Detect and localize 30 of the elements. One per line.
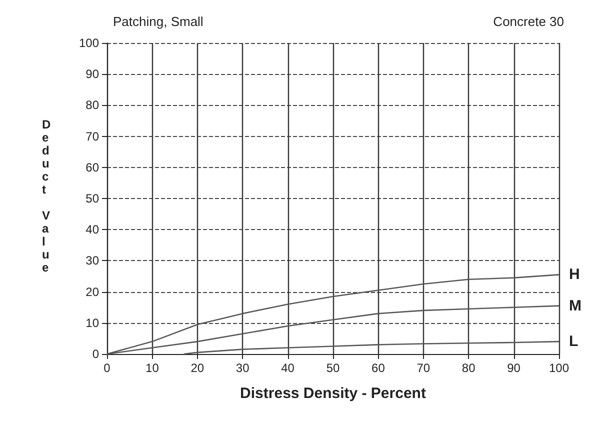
x-tick-label: 50	[326, 361, 340, 375]
y-tick-label: 40	[86, 222, 100, 237]
x-tick-label: 80	[462, 361, 476, 375]
y-tick-label: 70	[86, 129, 100, 144]
x-tick-label: 60	[372, 361, 386, 375]
y-tick-label: 30	[86, 254, 100, 268]
x-tick-label: 90	[507, 361, 521, 375]
series-label: L	[569, 333, 578, 350]
y-tick-label: 0	[92, 347, 100, 361]
y-tick-label: 90	[86, 67, 100, 82]
line-series	[183, 340, 560, 355]
series-label: M	[569, 297, 582, 314]
x-tick-label: 70	[416, 361, 430, 375]
y-tick-label: 80	[86, 98, 100, 112]
chart-title: Patching, Small	[113, 14, 204, 29]
y-tick-label: 60	[86, 160, 100, 174]
chart-subtitle: Concrete 30	[493, 14, 564, 29]
y-tick-label: 10	[86, 316, 100, 330]
x-axis-title: Distress Density - Percent	[240, 385, 426, 402]
x-tick-label: 10	[146, 361, 160, 375]
series-label: H	[569, 266, 580, 284]
x-tick-label: 40	[281, 361, 295, 375]
y-tick-label: 50	[86, 192, 100, 206]
text: Deduct Value	[42, 118, 51, 274]
y-tick-label: 100	[78, 36, 100, 50]
x-tick-label: 30	[236, 361, 250, 375]
x-tick-label: 0	[104, 361, 111, 375]
x-tick-label: 20	[190, 361, 204, 375]
y-tick-label: 20	[86, 284, 100, 299]
x-tick-label: 100	[548, 361, 570, 375]
